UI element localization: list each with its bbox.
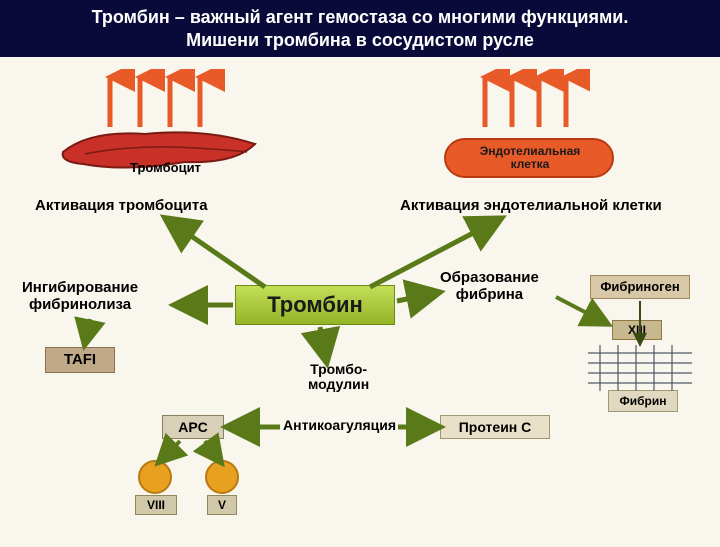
thrombomodulin-line-2: модулин: [308, 377, 369, 392]
apc-box: APC: [162, 415, 224, 439]
thrombin-node: Тромбин: [235, 285, 395, 325]
fibrin-box: Фибрин: [608, 390, 678, 412]
platelet-label: Тромбоцит: [130, 160, 201, 175]
platelet-up-arrows: [95, 69, 225, 129]
endothelial-up-arrows: [470, 69, 590, 129]
fibrin-formation-line-1: Образование: [440, 269, 539, 286]
fibrin-formation-label: Образование фибрина: [440, 269, 539, 304]
v-box: V: [207, 495, 237, 515]
xiii-box: XIII: [612, 320, 662, 340]
title-line-2: Мишени тромбина в сосудистом русле: [10, 29, 710, 52]
page-title: Тромбин – важный агент гемостаза со мног…: [0, 0, 720, 57]
diagram-canvas: Тромбоцит Эндотелиальная клетка Активаци…: [0, 57, 720, 547]
fibrinolysis-line-2: фибринолиза: [22, 296, 138, 313]
anticoagulation-label: Антикоагуляция: [283, 417, 396, 433]
fibrinogen-box: Фибриноген: [590, 275, 690, 299]
viii-box: VIII: [135, 495, 177, 515]
endothelial-label-text: Эндотелиальная клетка: [460, 145, 600, 171]
factor-circles: [130, 457, 250, 497]
fibrinolysis-line-1: Ингибирование: [22, 279, 138, 296]
title-line-1: Тромбин – важный агент гемостаза со мног…: [10, 6, 710, 29]
fibrin-formation-line-2: фибрина: [440, 286, 539, 303]
thrombomodulin-label: Тромбо- модулин: [308, 362, 369, 393]
fibrinolysis-inhibition-label: Ингибирование фибринолиза: [22, 279, 138, 314]
platelet-activation-label: Активация тромбоцита: [35, 197, 208, 214]
endothelial-label: Эндотелиальная клетка: [460, 145, 600, 171]
endothelial-activation-label: Активация эндотелиальной клетки: [400, 197, 662, 214]
protein-c-box: Протеин C: [440, 415, 550, 439]
fibrin-mesh: [588, 345, 692, 391]
tafi-box: TAFI: [45, 347, 115, 373]
thrombomodulin-line-1: Тромбо-: [308, 362, 369, 377]
